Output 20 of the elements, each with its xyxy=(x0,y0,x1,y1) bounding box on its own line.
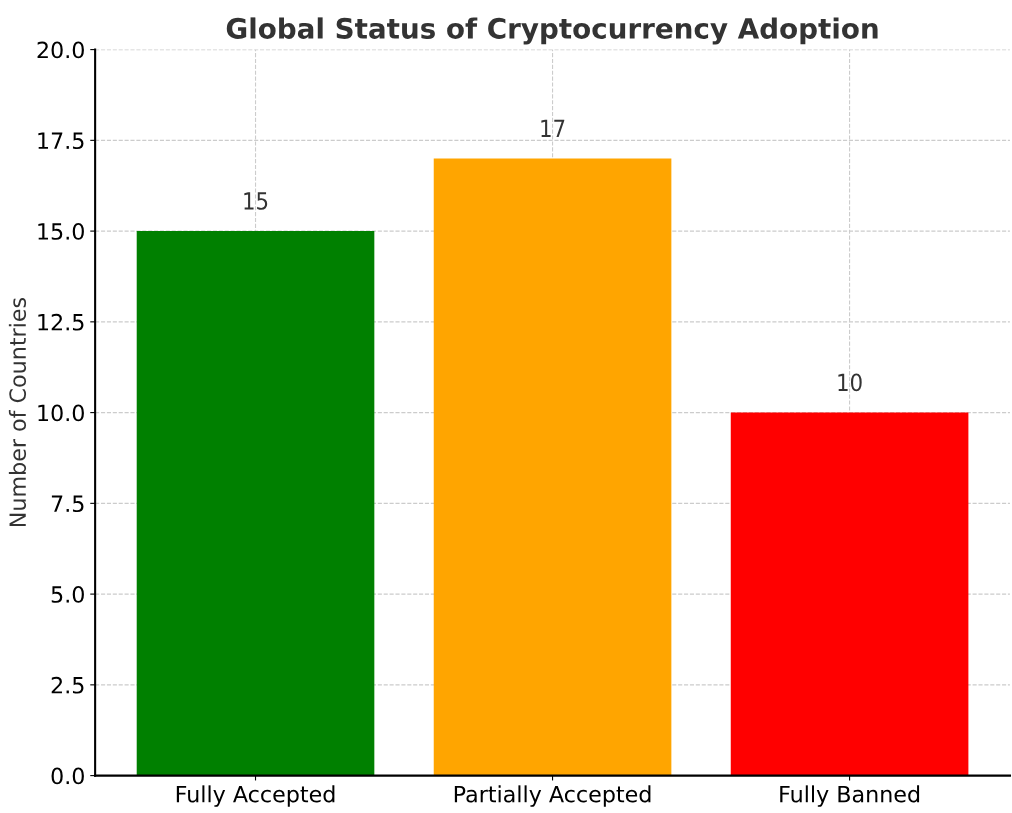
bar xyxy=(730,412,969,776)
bar xyxy=(433,158,672,776)
data-label: 17 xyxy=(541,119,565,137)
y-tick-label: 20.0 xyxy=(37,41,84,59)
y-tick-label: 0.0 xyxy=(51,767,84,785)
x-tick-label: Fully Banned xyxy=(780,785,920,807)
y-tick-label: 12.5 xyxy=(38,313,84,331)
chart-title: Global Status of Cryptocurrency Adoption xyxy=(226,17,878,45)
y-tick-label: 10.0 xyxy=(38,404,84,422)
data-label: 10 xyxy=(838,373,862,392)
x-tick-label: Partially Accepted xyxy=(454,785,651,807)
y-tick-label: 7.5 xyxy=(51,495,84,513)
y-tick-label: 17.5 xyxy=(38,132,84,150)
bar xyxy=(136,231,375,776)
y-tick-label: 15.0 xyxy=(38,223,84,240)
y-tick-label: 5.0 xyxy=(51,586,84,603)
x-tick-label: Fully Accepted xyxy=(176,785,335,807)
data-label: 15 xyxy=(244,192,268,210)
y-axis-title: Number of Countries xyxy=(8,298,27,527)
y-tick-label: 2.5 xyxy=(51,676,84,694)
